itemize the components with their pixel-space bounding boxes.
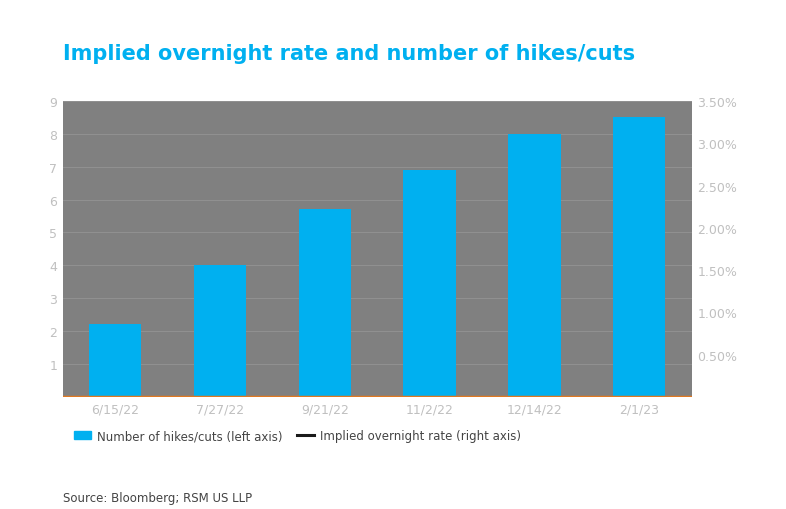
Bar <box>194 266 246 397</box>
Bar <box>299 210 351 397</box>
Text: Implied overnight rate and number of hikes/cuts: Implied overnight rate and number of hik… <box>63 44 635 64</box>
Legend: Number of hikes/cuts (left axis), Implied overnight rate (right axis): Number of hikes/cuts (left axis), Implie… <box>69 425 526 447</box>
Bar <box>509 134 560 397</box>
Bar <box>89 325 141 397</box>
Text: Source: Bloomberg; RSM US LLP: Source: Bloomberg; RSM US LLP <box>63 491 252 504</box>
Bar <box>613 118 666 397</box>
Bar <box>403 171 456 397</box>
